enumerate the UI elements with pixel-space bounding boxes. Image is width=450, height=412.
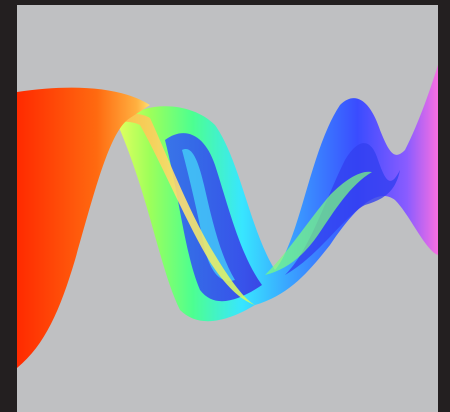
page <box>0 0 450 412</box>
artwork <box>0 0 450 412</box>
